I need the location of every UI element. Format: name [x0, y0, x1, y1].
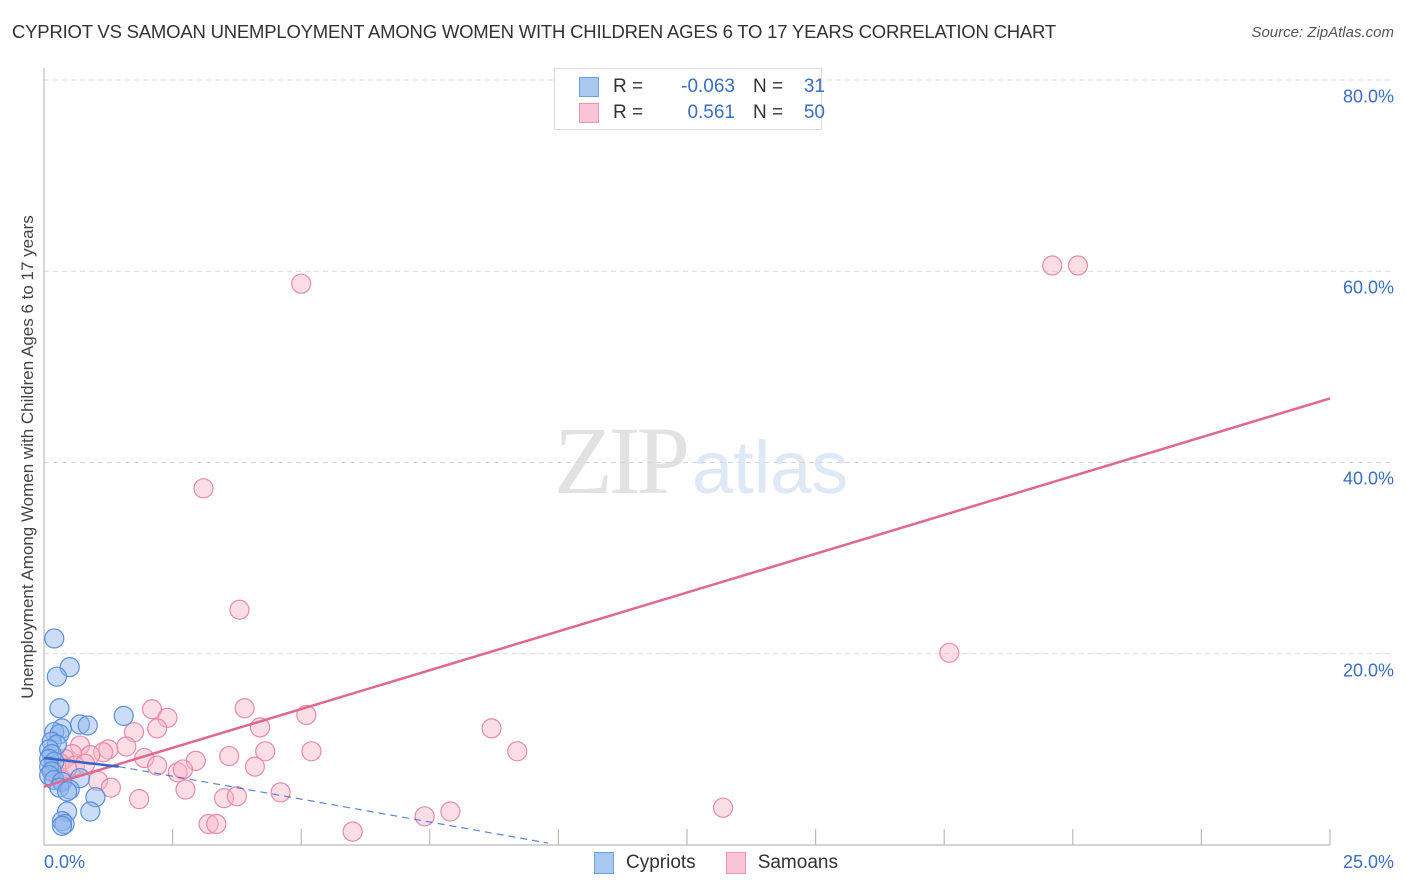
samoan-swatch — [725, 852, 746, 874]
samoan-point — [116, 736, 137, 757]
cypriot-swatch — [579, 77, 599, 97]
x-tick-max: 25.0% — [1342, 852, 1394, 872]
cypriot-points — [39, 628, 134, 836]
y-axis-label: Unemployment Among Women with Children A… — [18, 215, 37, 699]
n-value: 31 — [803, 76, 825, 97]
cypriot-point — [80, 801, 101, 822]
samoan-point — [193, 478, 214, 499]
cypriot-point — [69, 714, 91, 735]
samoan-point — [100, 777, 121, 798]
r-value: -0.063 — [681, 76, 735, 97]
n-value: 50 — [803, 102, 825, 123]
cypriot-point — [46, 666, 67, 687]
samoan-point — [234, 698, 255, 719]
samoan-point — [291, 273, 312, 294]
samoan-point — [175, 779, 196, 800]
samoan-point — [141, 699, 163, 720]
trend-lines — [43, 397, 1331, 844]
samoan-point — [507, 741, 528, 762]
cypriot-point — [44, 628, 65, 649]
legend-item-cypriots[interactable]: Cypriots — [594, 852, 696, 874]
samoan-point — [147, 755, 168, 776]
r-label: R = — [613, 102, 644, 123]
legend-label: Samoans — [757, 852, 838, 873]
n-label: N = — [753, 102, 784, 123]
samoan-point — [206, 813, 227, 835]
samoan-point — [342, 821, 363, 842]
cypriot-swatch — [594, 852, 614, 874]
x-tick-min: 0.0% — [44, 852, 86, 872]
r-value: 0.561 — [687, 102, 735, 123]
y-tick-40: 40.0% — [1342, 468, 1394, 489]
r-label: R = — [613, 76, 644, 97]
samoan-point — [157, 707, 178, 728]
samoan-point — [1042, 255, 1063, 276]
legend-label: Cypriots — [626, 852, 696, 873]
source-credit: Source: ZipAtlas.com — [1251, 24, 1394, 41]
cypriot-point — [51, 815, 73, 836]
cypriot-trend-line — [43, 756, 119, 768]
samoan-point — [270, 782, 291, 803]
samoan-point — [1067, 255, 1089, 276]
cypriot-point — [49, 698, 70, 719]
y-tick-60: 60.0% — [1342, 277, 1394, 298]
legend-row-samoans: R = 0.561 N = 50 — [579, 101, 825, 125]
cypriot-point — [57, 781, 78, 802]
samoan-point — [939, 642, 960, 663]
samoan-point — [147, 718, 168, 739]
samoan-point — [255, 741, 276, 762]
cypriot-trend-extension — [118, 765, 549, 844]
cypriot-point — [113, 705, 134, 727]
samoan-trend-line — [43, 397, 1331, 788]
samoan-point — [213, 788, 235, 809]
samoan-point — [414, 806, 435, 827]
axes — [43, 68, 1331, 846]
samoan-point — [172, 759, 193, 780]
samoan-point — [712, 797, 734, 818]
y-tick-80: 80.0% — [1342, 86, 1394, 107]
correlation-legend: R = -0.063 N = 31 R = 0.561 N = 50 — [554, 68, 825, 130]
samoan-point — [440, 801, 461, 822]
samoan-swatch — [579, 103, 599, 123]
samoan-point — [244, 756, 266, 777]
n-label: N = — [753, 76, 784, 97]
samoan-points — [44, 255, 1089, 842]
chart-title: CYPRIOT VS SAMOAN UNEMPLOYMENT AMONG WOM… — [12, 21, 1056, 42]
samoan-point — [93, 742, 114, 763]
samoan-point — [198, 813, 219, 835]
cypriot-point — [51, 810, 73, 832]
legend-item-samoans[interactable]: Samoans — [725, 852, 838, 874]
samoan-point — [229, 599, 250, 620]
samoan-point — [226, 786, 247, 807]
samoan-point — [481, 718, 502, 739]
samoan-point — [219, 745, 240, 767]
samoan-point — [129, 788, 150, 810]
legend-row-cypriots: R = -0.063 N = 31 — [579, 75, 825, 99]
cypriot-point — [77, 715, 98, 736]
samoan-point — [301, 741, 322, 762]
series-legend: Cypriots Samoans — [594, 852, 868, 874]
y-tick-20: 20.0% — [1342, 660, 1394, 681]
gridlines — [44, 79, 1392, 655]
